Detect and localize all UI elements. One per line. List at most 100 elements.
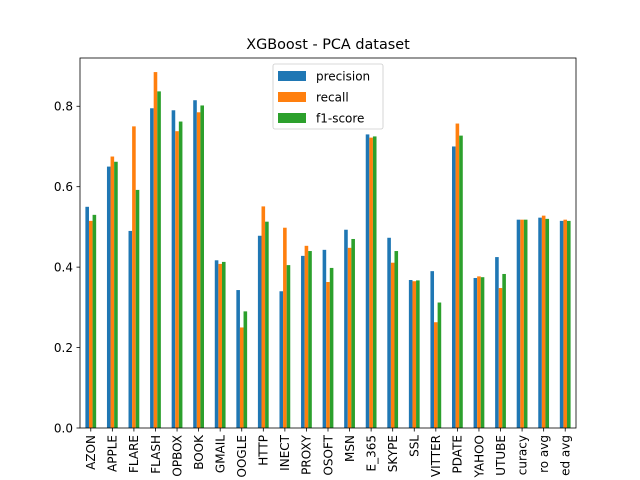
x-tick-label: APPLE bbox=[106, 435, 120, 472]
x-tick-label: GMAIL bbox=[213, 435, 227, 473]
bar-recall-E_365 bbox=[369, 137, 373, 428]
bar-f1-score-HTTP bbox=[265, 221, 269, 428]
x-tick-label: E_365 bbox=[364, 435, 378, 472]
bar-recall-HTTP bbox=[261, 206, 266, 428]
bar-recall-FLASH bbox=[153, 72, 158, 428]
bar-precision-E_365 bbox=[365, 134, 370, 428]
x-tick-label: OSOFT bbox=[321, 434, 335, 475]
x-tick-label: SSL bbox=[408, 435, 422, 457]
bar-f1-score-FLARE bbox=[135, 189, 140, 428]
x-tick-label: VITTER bbox=[429, 435, 443, 477]
y-tick-label: 0.8 bbox=[54, 100, 73, 114]
x-tick-label: BOOK bbox=[192, 434, 206, 470]
bar-f1-score-AZON bbox=[92, 214, 97, 428]
bar-precision-PROXY bbox=[301, 255, 305, 428]
bar-precision-APPLE bbox=[106, 166, 111, 428]
plot-frame bbox=[79, 57, 577, 429]
bars bbox=[85, 72, 571, 429]
bar-f1-score-PROXY bbox=[308, 251, 312, 428]
bar-recall-MSN bbox=[347, 247, 352, 428]
bar-precision-HTTP bbox=[257, 235, 262, 428]
bar-recall-OOGLE bbox=[239, 327, 244, 428]
bar-precision-OOGLE bbox=[236, 290, 240, 428]
bar-precision-SKYPE bbox=[387, 237, 391, 428]
y-tick-label: 0.2 bbox=[54, 341, 73, 355]
bar-recall-VITTER bbox=[434, 322, 438, 428]
bar-recall-ro avg bbox=[541, 215, 546, 428]
x-tick-label: AZON bbox=[84, 435, 98, 470]
bar-recall-OPBOX bbox=[175, 131, 179, 428]
bar-f1-score-ed avg bbox=[567, 220, 571, 428]
bar-precision-BOOK bbox=[193, 100, 197, 428]
bar-precision-VITTER bbox=[430, 271, 435, 428]
x-tick-label: SKYPE bbox=[386, 435, 400, 472]
x-tick-label: OPBOX bbox=[170, 435, 184, 477]
chart-title: XGBoost - PCA dataset bbox=[246, 37, 410, 53]
bar-precision-OSOFT bbox=[322, 249, 327, 428]
bar-precision-ro avg bbox=[538, 217, 542, 428]
y-axis: 0.0 0.2 0.4 0.6 0.8 bbox=[54, 100, 80, 435]
x-tick-label: curacy bbox=[515, 435, 529, 475]
bar-recall-GMAIL bbox=[218, 263, 222, 428]
bar-f1-score-INECT bbox=[286, 265, 291, 428]
bar-recall-ed avg bbox=[563, 219, 568, 428]
bar-recall-curacy bbox=[520, 219, 524, 428]
x-tick-label: FLARE bbox=[127, 435, 141, 473]
bar-f1-score-E_365 bbox=[372, 136, 377, 429]
legend-label-f1-score: f1-score bbox=[316, 112, 364, 126]
bar-precision-MSN bbox=[344, 229, 348, 428]
bar-precision-GMAIL bbox=[214, 260, 219, 428]
y-tick-label: 0.4 bbox=[54, 260, 73, 274]
bar-recall-OSOFT bbox=[326, 282, 330, 428]
x-tick-label: PDATE bbox=[451, 435, 465, 473]
legend-label-precision: precision bbox=[316, 70, 370, 84]
bar-precision-OPBOX bbox=[171, 110, 176, 428]
bar-precision-INECT bbox=[279, 291, 284, 428]
bar-precision-YAHOO bbox=[473, 277, 478, 428]
x-tick-label: YAHOO bbox=[472, 435, 486, 479]
bar-f1-score-SKYPE bbox=[394, 251, 399, 428]
bar-f1-score-VITTER bbox=[437, 302, 442, 428]
bar-f1-score-OOGLE bbox=[243, 311, 248, 428]
legend: precision recall f1-score bbox=[272, 63, 384, 130]
x-tick-label: MSN bbox=[343, 435, 357, 462]
bar-recall-FLARE bbox=[132, 126, 136, 429]
bar-precision-FLARE bbox=[128, 230, 133, 428]
x-tick-label: OOGLE bbox=[235, 435, 249, 477]
bar-f1-score-OSOFT bbox=[329, 267, 334, 428]
y-tick-label: 0.6 bbox=[54, 180, 73, 194]
bar-recall-APPLE bbox=[110, 156, 115, 428]
x-tick-label: FLASH bbox=[149, 435, 163, 474]
bar-f1-score-GMAIL bbox=[221, 261, 226, 428]
x-tick-label: HTTP bbox=[257, 435, 271, 466]
x-tick-label: UTUBE bbox=[494, 435, 508, 476]
bar-f1-score-OPBOX bbox=[178, 121, 183, 428]
bar-recall-INECT bbox=[283, 227, 287, 428]
bar-precision-FLASH bbox=[150, 108, 154, 429]
bar-precision-ed avg bbox=[559, 220, 564, 428]
bar-precision-UTUBE bbox=[495, 257, 499, 428]
bar-precision-curacy bbox=[516, 219, 521, 428]
bar-precision-PDATE bbox=[452, 146, 456, 429]
bar-f1-score-MSN bbox=[351, 238, 355, 428]
bar-recall-SKYPE bbox=[390, 262, 395, 428]
bar-f1-score-BOOK bbox=[200, 105, 204, 429]
bar-f1-score-ro avg bbox=[545, 218, 550, 428]
legend-swatch-precision bbox=[278, 71, 306, 81]
bar-recall-PROXY bbox=[304, 245, 309, 428]
bar-recall-AZON bbox=[88, 220, 93, 428]
bar-f1-score-FLASH bbox=[157, 91, 161, 428]
bar-recall-UTUBE bbox=[498, 288, 503, 428]
bar-f1-score-curacy bbox=[523, 219, 528, 428]
legend-swatch-recall bbox=[278, 92, 306, 102]
x-tick-label: INECT bbox=[278, 434, 292, 470]
bar-precision-SSL bbox=[408, 280, 413, 428]
bar-f1-score-SSL bbox=[416, 280, 420, 428]
x-tick-label: PROXY bbox=[300, 434, 314, 474]
x-tick-label: ed avg bbox=[559, 435, 573, 476]
bar-recall-PDATE bbox=[455, 123, 460, 429]
y-tick-label: 0.0 bbox=[54, 421, 73, 435]
legend-swatch-f1-score bbox=[278, 113, 306, 123]
x-tick-label: ro avg bbox=[537, 435, 551, 473]
